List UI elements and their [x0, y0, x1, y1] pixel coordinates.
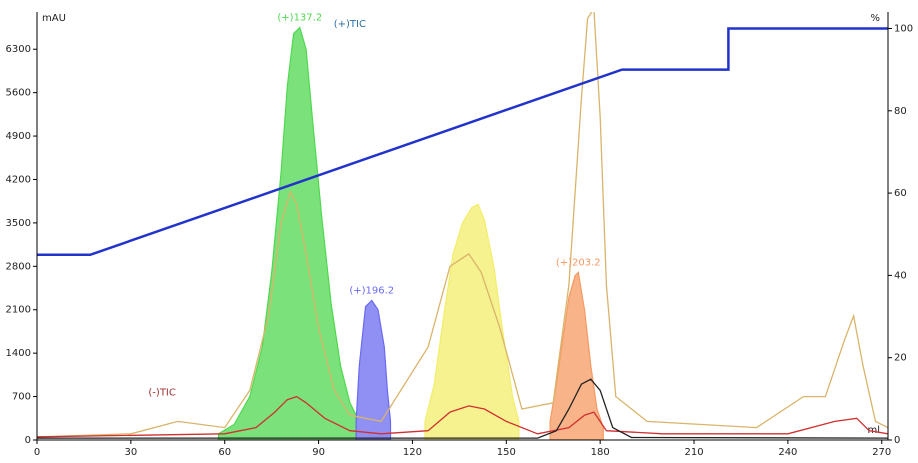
- x-tick-label: 60: [218, 447, 231, 458]
- y-tick-label: 1400: [6, 348, 31, 359]
- x-tick-label: 240: [778, 447, 797, 458]
- peak-label: (+)137.2: [277, 13, 322, 24]
- y2-tick-label: 40: [894, 270, 907, 281]
- y2-axis-label: %: [870, 13, 880, 24]
- gradient-line: [37, 27, 888, 257]
- y2-tick-label: 100: [894, 23, 913, 34]
- peak-label: (+)196.2: [349, 285, 394, 296]
- trace-line: [37, 378, 888, 439]
- y2-tick-label: 0: [894, 435, 900, 446]
- x-tick-label: 180: [591, 447, 610, 458]
- y2-tick-label: 60: [894, 188, 907, 199]
- x-tick-label: 0: [34, 447, 40, 458]
- annotation: (+)TIC: [334, 19, 366, 30]
- y2-tick-label: 20: [894, 353, 907, 364]
- x-tick-label: 30: [124, 447, 137, 458]
- x-tick-label: 210: [684, 447, 703, 458]
- x-tick-label: 120: [403, 447, 422, 458]
- y-tick-label: 3500: [6, 218, 31, 229]
- annotation: (-)TIC: [148, 388, 175, 399]
- x-tick-label: 90: [312, 447, 325, 458]
- trace-line: [37, 12, 888, 438]
- x-tick-label: 270: [872, 447, 891, 458]
- y-tick-label: 4900: [6, 131, 31, 142]
- y2-tick-label: 80: [894, 106, 907, 117]
- y-tick-label: 6300: [6, 44, 31, 55]
- y-tick-label: 0: [25, 435, 31, 446]
- trace-line: [37, 395, 888, 438]
- x-axis-label: ml: [867, 425, 880, 436]
- peak-area: [217, 26, 357, 440]
- y-tick-label: 2800: [6, 261, 31, 272]
- y-tick-label: 2100: [6, 305, 31, 316]
- y-tick-label: 4200: [6, 174, 31, 185]
- peak-area: [424, 203, 520, 440]
- peak-area: [549, 271, 604, 440]
- plot: [37, 12, 888, 440]
- y-tick-label: 5600: [6, 88, 31, 99]
- peak-area: [355, 299, 392, 440]
- y-axis-label: mAU: [42, 13, 66, 24]
- peak-label: (+)203.2: [556, 258, 601, 269]
- y-tick-label: 700: [12, 392, 31, 403]
- x-tick-label: 150: [497, 447, 516, 458]
